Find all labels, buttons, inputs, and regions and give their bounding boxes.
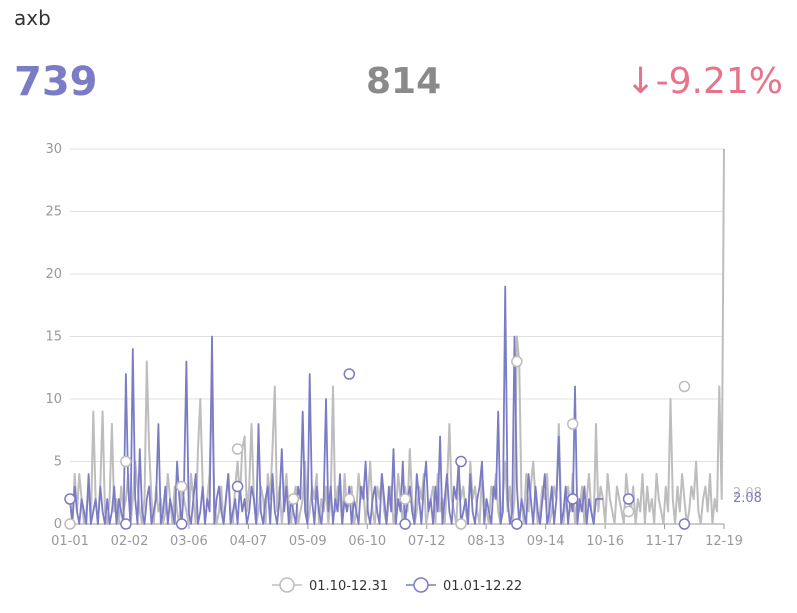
marker-current — [511, 518, 523, 530]
marker-current — [566, 493, 579, 505]
marker-previous — [231, 443, 244, 455]
average-labels: 2.082.08 — [733, 486, 762, 506]
x-tick-label: 05-09 — [289, 534, 327, 549]
marker-current — [120, 518, 132, 530]
marker-current — [622, 493, 635, 505]
y-tick-label: 20 — [45, 267, 62, 282]
legend-marker-icon — [279, 577, 295, 593]
y-tick-label: 10 — [45, 392, 62, 407]
marker-previous — [175, 480, 188, 493]
marker-current — [231, 480, 244, 493]
x-tick-label: 04-07 — [229, 534, 267, 549]
x-tick-label: 09-14 — [527, 534, 565, 549]
marker-previous — [343, 493, 356, 505]
y-tick-label: 25 — [45, 205, 62, 220]
marker-current — [343, 368, 356, 380]
x-tick-label: 01-01 — [51, 534, 89, 549]
y-tick-label: 0 — [54, 517, 62, 532]
chart-markers — [64, 355, 691, 530]
marker-previous — [566, 418, 579, 430]
x-tick-label: 06-10 — [348, 534, 386, 549]
marker-previous — [287, 493, 300, 505]
change-percent: ↓-9.21% — [625, 61, 783, 102]
legend-label: 01.10-12.31 — [309, 579, 388, 594]
chart-grid — [70, 148, 724, 525]
x-tick-label: 08-13 — [467, 534, 505, 549]
marker-previous — [399, 493, 411, 505]
marker-current — [399, 518, 411, 530]
y-tick-label: 15 — [45, 330, 62, 345]
legend-label: 01.01-12.22 — [443, 579, 522, 594]
marker-previous — [120, 455, 132, 468]
marker-current — [175, 518, 188, 530]
legend-marker-icon — [413, 577, 429, 593]
x-axis: 01-01 02-02 03-06 04-07 05-09 06-10 07-12 08-13… — [51, 524, 743, 549]
marker-current — [64, 493, 76, 505]
y-tick-label: 30 — [45, 142, 62, 157]
series-line-current — [69, 285, 603, 525]
chart-title: axb — [14, 6, 51, 30]
x-tick-label: 07-12 — [408, 534, 446, 549]
x-tick-label: 12-19 — [705, 534, 743, 549]
average-label: 2.08 — [733, 491, 762, 506]
x-tick-label: 11-17 — [646, 534, 684, 549]
marker-current — [678, 518, 691, 530]
marker-previous — [455, 518, 467, 530]
legend-item-previous[interactable]: 01.10-12.31 — [272, 577, 388, 594]
x-tick-label: 10-16 — [586, 534, 624, 549]
y-tick-label: 5 — [54, 455, 62, 470]
marker-previous — [622, 505, 635, 518]
legend-item-current[interactable]: 01.01-12.22 — [406, 577, 522, 594]
marker-current — [455, 455, 467, 468]
average-label: 2.08 — [733, 486, 762, 501]
marker-previous — [511, 355, 523, 368]
x-tick-label: 03-06 — [170, 534, 208, 549]
marker-previous — [678, 380, 691, 393]
y-axis: 0 5 10 15 20 25 30 — [45, 142, 62, 532]
previous-value: 814 — [366, 61, 442, 102]
chart-legend[interactable]: 01.10-12.31 01.01-12.22 — [272, 577, 522, 594]
x-tick-label: 02-02 — [111, 534, 149, 549]
marker-previous — [64, 518, 76, 530]
current-value: 739 — [14, 59, 98, 105]
